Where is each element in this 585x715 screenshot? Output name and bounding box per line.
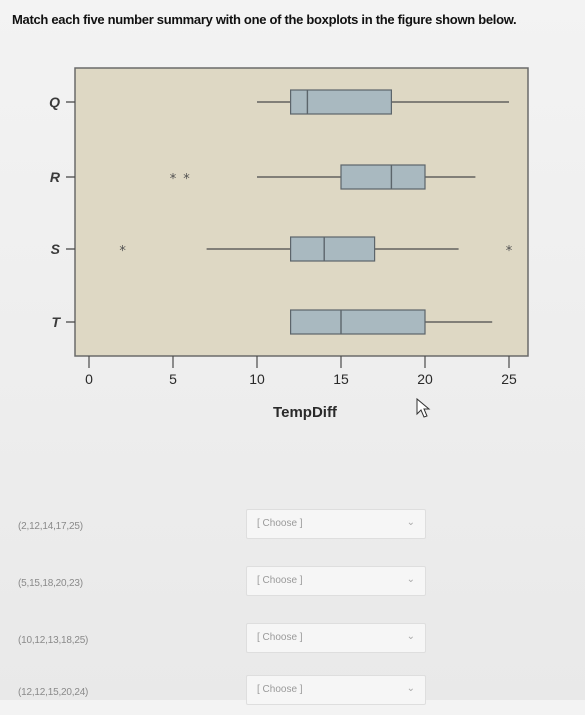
match-row: (10,12,13,18,25) [ Choose ] ⌄ (0, 623, 585, 663)
chevron-down-icon: ⌄ (406, 574, 415, 585)
select-placeholder: [ Choose ] (257, 575, 303, 586)
boxplot-choice-select[interactable]: [ Choose ] ⌄ (246, 566, 426, 596)
outlier-point: * (170, 172, 177, 187)
outlier-point: * (119, 244, 126, 259)
five-number-summary: (12,12,15,20,24) (18, 687, 89, 698)
outlier-point: * (183, 172, 190, 187)
box-iqr (290, 309, 426, 335)
select-placeholder: [ Choose ] (257, 684, 303, 695)
box-iqr (290, 89, 393, 115)
match-row: (12,12,15,20,24) [ Choose ] ⌄ (0, 675, 585, 715)
select-placeholder: [ Choose ] (257, 518, 303, 529)
box-iqr (340, 164, 426, 190)
boxplot-q (257, 89, 509, 115)
boxplot-choice-select[interactable]: [ Choose ] ⌄ (246, 623, 426, 653)
match-row: (2,12,14,17,25) [ Choose ] ⌄ (0, 509, 585, 549)
plot-area (74, 67, 529, 357)
x-tick-label: 20 (417, 371, 433, 387)
row-label-r: R (50, 169, 61, 185)
match-row: (5,15,18,20,23) [ Choose ] ⌄ (0, 566, 585, 606)
x-tick-label: 25 (501, 371, 517, 387)
x-tick-label: 15 (333, 371, 349, 387)
boxplot-s: * * (119, 236, 513, 262)
select-placeholder: [ Choose ] (257, 632, 303, 643)
x-axis-label: TempDiff (273, 404, 338, 421)
x-tick-label: 5 (169, 371, 177, 387)
five-number-summary: (2,12,14,17,25) (18, 521, 83, 532)
chevron-down-icon: ⌄ (406, 631, 415, 642)
row-label-t: T (51, 314, 61, 330)
boxplot-t (290, 309, 493, 335)
box-iqr (290, 236, 376, 262)
mouse-cursor-icon (416, 397, 431, 418)
x-tick-label: 10 (249, 371, 265, 387)
boxplot-r: * * (170, 164, 476, 190)
x-tick-label: 0 (85, 371, 93, 387)
chevron-down-icon: ⌄ (406, 683, 415, 694)
row-label-s: S (51, 241, 61, 257)
boxplot-choice-select[interactable]: [ Choose ] ⌄ (246, 509, 426, 539)
question-text: Match each five number summary with one … (12, 12, 517, 27)
boxplot-choice-select[interactable]: [ Choose ] ⌄ (246, 675, 426, 705)
outlier-point: * (506, 244, 513, 259)
five-number-summary: (5,15,18,20,23) (18, 578, 83, 589)
chevron-down-icon: ⌄ (406, 517, 415, 528)
five-number-summary: (10,12,13,18,25) (18, 635, 89, 646)
row-label-q: Q (49, 94, 60, 110)
